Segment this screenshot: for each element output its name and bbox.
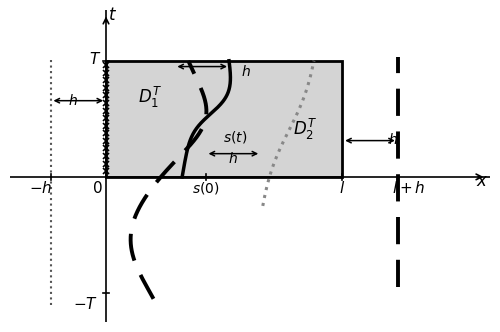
Text: $D_2^T$: $D_2^T$: [294, 117, 318, 142]
Text: $T$: $T$: [89, 51, 101, 67]
Bar: [106, 61, 343, 177]
Text: $h$: $h$: [388, 132, 398, 147]
Text: $x$: $x$: [476, 173, 489, 190]
Text: $s(t)$: $s(t)$: [223, 129, 248, 145]
Text: $-h$: $-h$: [30, 181, 52, 197]
Text: $s(0)$: $s(0)$: [192, 181, 220, 197]
Text: $-T$: $-T$: [73, 296, 98, 312]
Text: $l+h$: $l+h$: [392, 181, 426, 197]
Text: $h$: $h$: [228, 151, 238, 166]
Text: $h$: $h$: [68, 93, 78, 108]
Text: $t$: $t$: [108, 7, 117, 24]
Text: $0$: $0$: [92, 181, 102, 197]
Text: $h$: $h$: [242, 64, 251, 79]
Text: $D_1^T$: $D_1^T$: [138, 85, 162, 110]
Text: $l$: $l$: [339, 181, 345, 197]
